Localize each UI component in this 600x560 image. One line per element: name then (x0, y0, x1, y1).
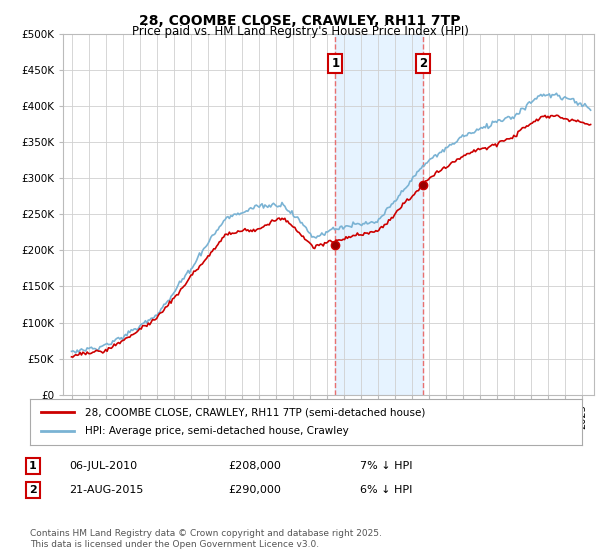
Bar (335, 34, 423, 395)
Text: £208,000: £208,000 (228, 461, 281, 471)
Text: 6% ↓ HPI: 6% ↓ HPI (360, 485, 412, 495)
Text: 06-JUL-2010: 06-JUL-2010 (69, 461, 137, 471)
Text: 28, COOMBE CLOSE, CRAWLEY, RH11 7TP: 28, COOMBE CLOSE, CRAWLEY, RH11 7TP (139, 14, 461, 28)
Text: £290,000: £290,000 (228, 485, 281, 495)
Text: Contains HM Land Registry data © Crown copyright and database right 2025.
This d: Contains HM Land Registry data © Crown c… (30, 529, 382, 549)
Text: 1: 1 (331, 58, 340, 71)
Text: 21-AUG-2015: 21-AUG-2015 (69, 485, 143, 495)
Text: 2: 2 (419, 58, 427, 71)
Text: 28, COOMBE CLOSE, CRAWLEY, RH11 7TP (semi-detached house): 28, COOMBE CLOSE, CRAWLEY, RH11 7TP (sem… (85, 407, 425, 417)
Text: 7% ↓ HPI: 7% ↓ HPI (360, 461, 413, 471)
Text: 2: 2 (29, 485, 37, 495)
Text: Price paid vs. HM Land Registry's House Price Index (HPI): Price paid vs. HM Land Registry's House … (131, 25, 469, 38)
Text: 1: 1 (29, 461, 37, 471)
Text: HPI: Average price, semi-detached house, Crawley: HPI: Average price, semi-detached house,… (85, 426, 349, 436)
